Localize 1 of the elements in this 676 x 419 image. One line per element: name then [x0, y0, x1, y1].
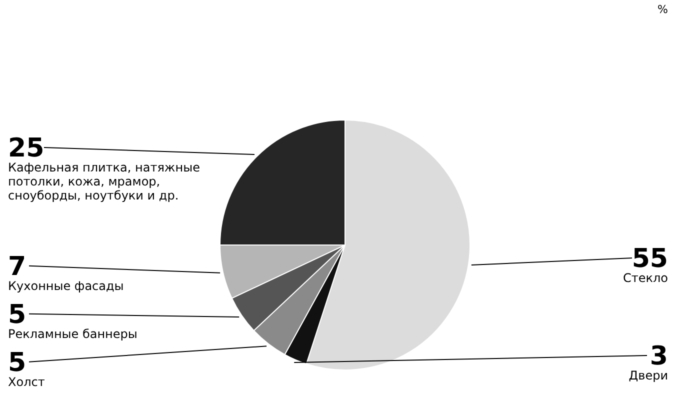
text: % — [658, 3, 668, 16]
